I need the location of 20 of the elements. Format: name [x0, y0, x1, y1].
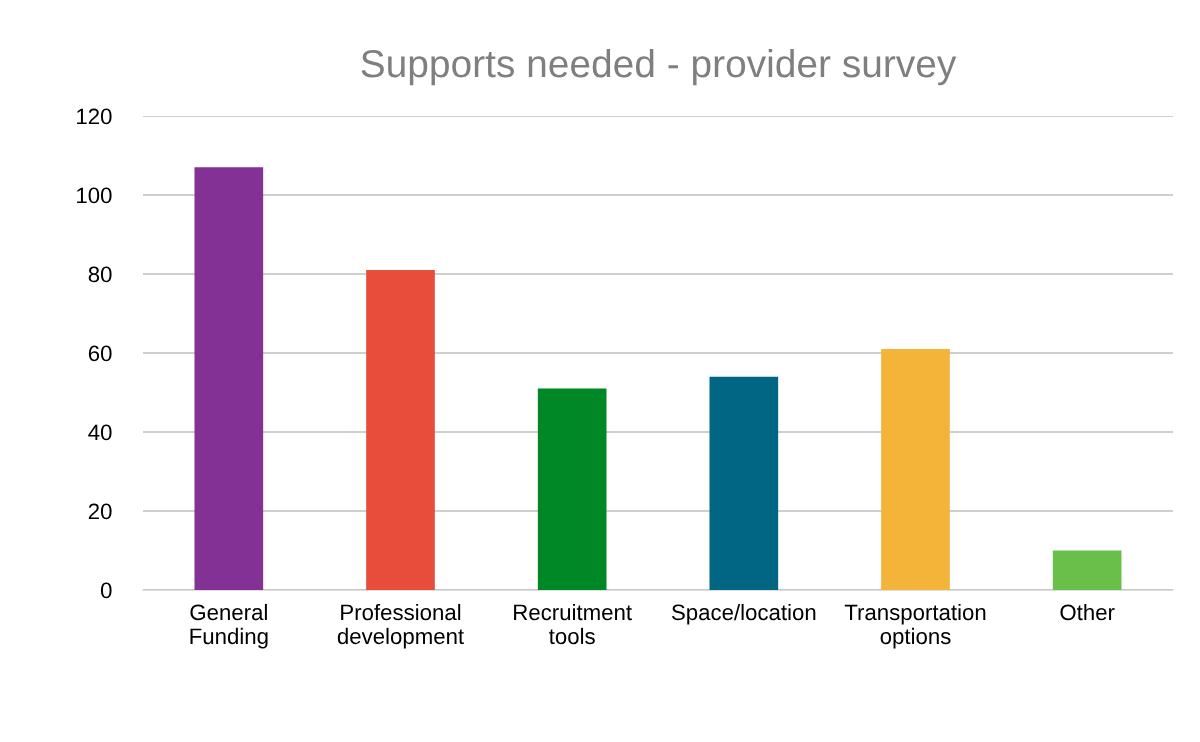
- bar: [1052, 550, 1122, 590]
- x-tick-label: Other: [1060, 603, 1115, 621]
- y-tick-label: 120: [77, 108, 112, 125]
- x-tick-label: Space/location: [671, 603, 816, 625]
- y-tick-label: 0: [100, 582, 112, 599]
- y-tick-label: 80: [88, 266, 112, 283]
- x-tick-label: Recruitment tools: [514, 603, 632, 645]
- bar: [194, 167, 264, 590]
- bar: [366, 270, 435, 590]
- bar: [537, 388, 607, 590]
- y-tick-label: 20: [88, 503, 112, 520]
- x-tick-label: General Funding: [190, 603, 268, 649]
- x-tick-label: Professional development: [337, 603, 464, 649]
- y-tick-label: 60: [88, 345, 112, 362]
- bar: [709, 376, 779, 590]
- y-tick-label: 100: [77, 187, 112, 204]
- bar: [881, 349, 950, 590]
- x-tick-label: Transportation options: [844, 603, 986, 649]
- chart-title: Supports needed - provider survey: [361, 48, 957, 86]
- y-tick-label: 40: [88, 424, 112, 441]
